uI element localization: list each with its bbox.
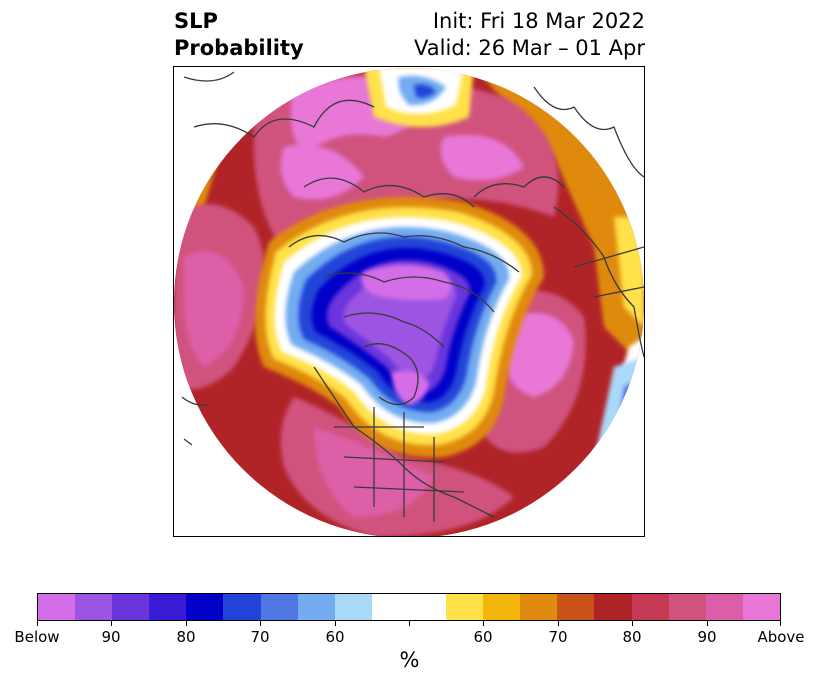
colorbar-swatch: [297, 594, 335, 620]
colorbar-tick-label: 60: [473, 628, 493, 646]
colorbar-tick: [780, 621, 781, 626]
colorbar-swatch: [631, 594, 669, 620]
colorbar-tick-label: 70: [548, 628, 568, 646]
colorbar-swatch: [557, 594, 595, 620]
colorbar-tick: [409, 621, 410, 626]
colorbar-tick-label: 60: [325, 628, 345, 646]
colorbar-tick-label: 90: [697, 628, 717, 646]
colorbar-swatch: [668, 594, 706, 620]
colorbar-tick: [483, 621, 484, 626]
valid-range: Valid: 26 Mar – 01 Apr: [414, 36, 645, 60]
title-product: Probability: [174, 36, 304, 60]
probability-map: [174, 68, 644, 536]
map-panel: [173, 66, 645, 537]
map-title: SLP Probability: [174, 8, 304, 62]
colorbar-swatch: [186, 594, 224, 620]
colorbar-tick: [260, 621, 261, 626]
colorbar-swatch: [38, 594, 76, 620]
init-date: Init: Fri 18 Mar 2022: [432, 9, 645, 33]
colorbar-swatch: [334, 594, 372, 620]
colorbar-tick: [37, 621, 38, 626]
colorbar-tick-label: 90: [101, 628, 121, 646]
title-variable: SLP: [174, 9, 218, 33]
colorbar-swatch: [742, 594, 780, 620]
colorbar-swatch: [223, 594, 261, 620]
colorbar-swatch: [371, 594, 409, 620]
colorbar-swatch: [520, 594, 558, 620]
colorbar-swatch: [483, 594, 521, 620]
colorbar-unit-label: %: [399, 648, 420, 672]
colorbar-tick-label: 70: [250, 628, 270, 646]
colorbar-swatch: [594, 594, 632, 620]
colorbar-tick-label: Above: [757, 628, 805, 646]
colorbar-tick: [335, 621, 336, 626]
colorbar-tick: [632, 621, 633, 626]
colorbar: [37, 593, 781, 621]
colorbar-tick: [558, 621, 559, 626]
colorbar-tick-label: 80: [622, 628, 642, 646]
colorbar-tick: [707, 621, 708, 626]
colorbar-swatch: [112, 594, 150, 620]
colorbar-tick-label: Below: [14, 628, 60, 646]
colorbar-ticks: Below 90 80 70 60 60 70 80 90 Above: [14, 621, 805, 646]
colorbar-tick-label: 80: [176, 628, 196, 646]
colorbar-tick: [111, 621, 112, 626]
map-dates: Init: Fri 18 Mar 2022 Valid: 26 Mar – 01…: [414, 8, 645, 62]
probability-fill: [174, 68, 644, 536]
colorbar-swatch: [75, 594, 113, 620]
colorbar-swatch: [446, 594, 484, 620]
coastlines: [181, 71, 644, 522]
colorbar-swatch: [149, 594, 187, 620]
colorbar-swatch: [705, 594, 743, 620]
colorbar-tick: [186, 621, 187, 626]
colorbar-swatch: [408, 594, 447, 620]
colorbar-swatch: [260, 594, 298, 620]
